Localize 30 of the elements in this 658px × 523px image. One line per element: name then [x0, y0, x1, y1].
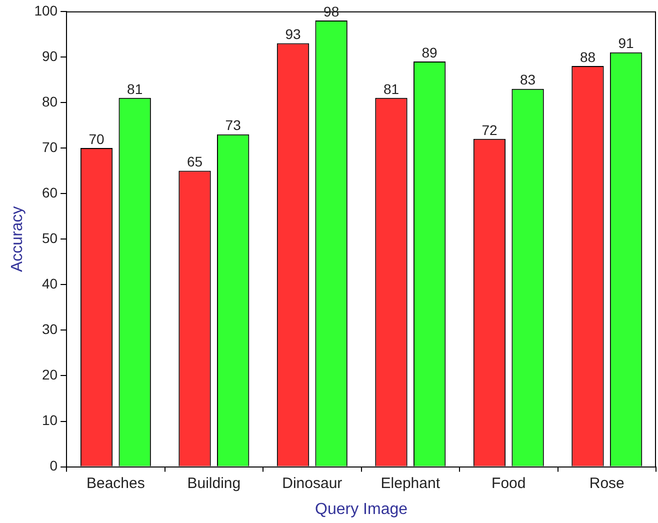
y-tick-label: 70 [42, 138, 58, 155]
data-label: 88 [580, 48, 596, 65]
y-tick-label: 30 [42, 321, 58, 338]
x-tick-label: Building [187, 474, 241, 492]
y-tick-label: 80 [42, 93, 58, 110]
x-tick-label: Dinosaur [282, 474, 342, 492]
data-label: 70 [88, 130, 105, 147]
y-tick-label: 100 [34, 2, 58, 18]
x-axis-title: Query Image [315, 500, 408, 518]
y-tick-label: 60 [42, 184, 58, 200]
y-tick-label: 10 [42, 412, 58, 428]
y-tick-label: 0 [50, 458, 58, 474]
data-label: 91 [618, 35, 634, 52]
y-axis-title: Accuracy [9, 206, 26, 272]
data-label: 72 [482, 122, 498, 138]
y-tick-label: 50 [42, 230, 58, 246]
data-label: 93 [285, 26, 301, 42]
data-label: 81 [383, 80, 400, 97]
x-tick-label: Food [492, 474, 526, 492]
data-label: 73 [225, 117, 242, 134]
y-tick-label: 90 [42, 48, 58, 64]
x-tick-label: Elephant [380, 474, 441, 492]
y-tick-label: 20 [42, 366, 58, 383]
y-tick-label: 40 [42, 276, 58, 292]
data-label: 81 [127, 80, 143, 97]
x-tick-label: Beaches [86, 474, 145, 492]
data-label: 65 [186, 154, 203, 170]
data-label: 89 [422, 44, 438, 60]
x-tick-label: Rose [589, 474, 624, 492]
data-label: 83 [520, 72, 536, 88]
